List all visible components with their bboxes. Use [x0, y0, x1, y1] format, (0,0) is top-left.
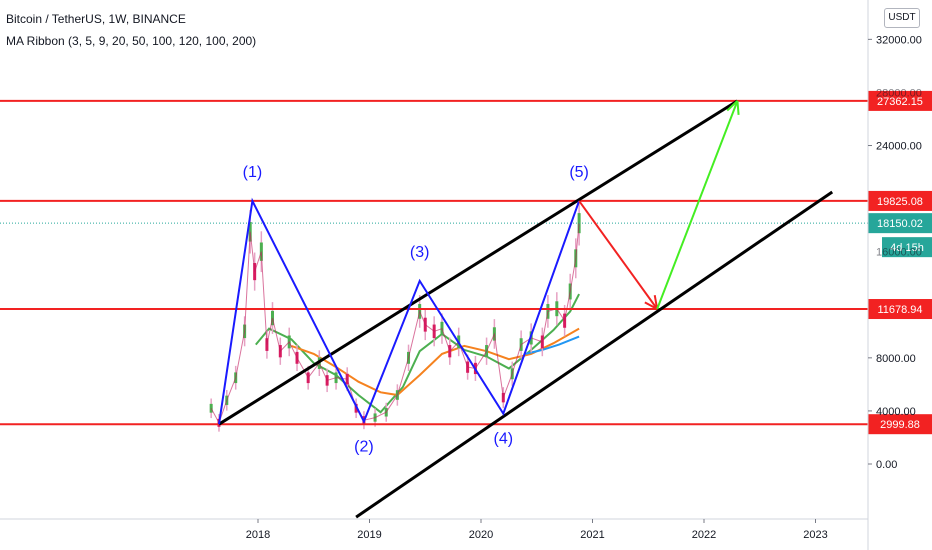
projection-down-arrow-head [644, 301, 658, 310]
ma-line [291, 327, 580, 397]
wave-label: (1) [243, 164, 263, 181]
time-tick-label: 2021 [580, 529, 604, 541]
drawings: (1) (2) (3) (4) (5) [218, 99, 834, 519]
ma-line [255, 293, 580, 414]
countdown-badge [882, 237, 932, 258]
price-tick-label-partial: 16000.00 [876, 247, 922, 259]
price-level-label: 2999.88 [880, 419, 920, 431]
wave-label: (3) [410, 244, 430, 261]
price-level-label: 11678.94 [877, 304, 922, 316]
currency-badge[interactable]: USDT [884, 8, 920, 28]
wave-label: (2) [354, 439, 374, 456]
price-level-badge [868, 90, 932, 111]
price-tick-label: 24000.00 [876, 141, 922, 153]
symbol-legend[interactable]: Bitcoin / TetherUS, 1W, BINANCE [6, 12, 186, 26]
wave-label: (4) [494, 431, 514, 448]
channel-line-upper [218, 99, 739, 426]
time-tick-label: 2023 [803, 529, 827, 541]
candle-body [209, 403, 213, 413]
price-level-badge [868, 414, 932, 435]
wave-label: (5) [569, 164, 589, 181]
ma-ribbon [255, 293, 580, 414]
time-tick-label: 2020 [469, 529, 493, 541]
current-price-label: 18150.02 [877, 218, 923, 230]
elliott-wave-line [218, 197, 581, 425]
projection-up-arrow-head [736, 100, 740, 115]
time-tick-label: 2019 [357, 529, 381, 541]
time-tick-label: 2022 [692, 529, 716, 541]
ma-line [525, 335, 580, 355]
price-levels: 27362.15 19825.08 11678.94 2999.88 18150.02 4… [0, 90, 932, 435]
indicator-legend[interactable]: MA Ribbon (3, 5, 9, 20, 50, 100, 120, 10… [6, 34, 257, 48]
price-level-label: 19825.08 [877, 196, 923, 208]
current-price-badge [868, 213, 932, 234]
price-tick-label: 32000.00 [876, 34, 922, 46]
price-tick-label: 0.00 [876, 459, 897, 471]
time-tick-label: 2018 [246, 529, 270, 541]
price-level-label: 27362.15 [877, 96, 923, 108]
price-tick-label: 8000.00 [876, 353, 916, 365]
projection-down-arrow [578, 200, 658, 310]
price-level-badge [868, 299, 932, 320]
projection-down-arrow-head [653, 295, 659, 310]
price-level-badge [868, 190, 932, 211]
projection-up-arrow-head [726, 100, 739, 112]
channel-line-lower [355, 190, 834, 519]
projection-up-arrow [656, 100, 739, 310]
price-tick-label: 4000.00 [876, 406, 916, 418]
close-line [210, 223, 580, 425]
countdown-label: 4d 15h [890, 242, 924, 254]
price-tick-label-partial: 28000.00 [876, 87, 922, 99]
